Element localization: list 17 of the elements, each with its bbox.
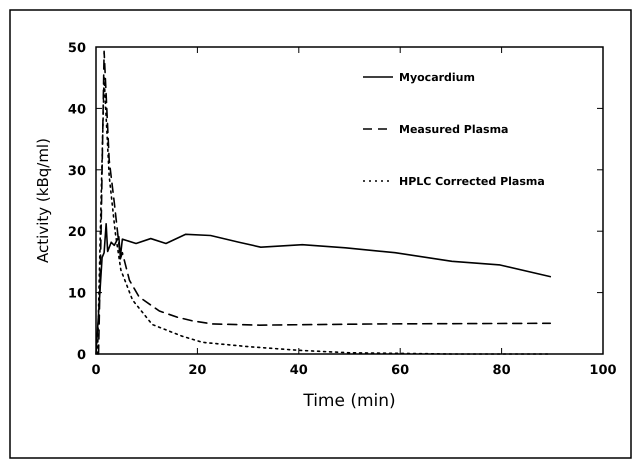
x-tick-label: 100 bbox=[589, 363, 617, 378]
legend-label: HPLC Corrected Plasma bbox=[399, 175, 545, 188]
y-tick-label: 50 bbox=[68, 41, 86, 56]
x-axis-title: Time (min) bbox=[302, 391, 396, 411]
x-tick-label: 0 bbox=[91, 363, 101, 378]
y-tick-label: 0 bbox=[76, 348, 86, 363]
y-tick-label: 10 bbox=[68, 286, 86, 302]
legend-label: Myocardium bbox=[399, 71, 475, 84]
y-tick-label: 40 bbox=[68, 102, 86, 118]
x-tick-label: 40 bbox=[290, 363, 308, 378]
x-tick-label: 60 bbox=[391, 363, 410, 378]
y-tick-label: 20 bbox=[68, 225, 86, 240]
y-axis-title: Activity (kBq/ml) bbox=[34, 138, 52, 263]
x-tick-label: 80 bbox=[492, 363, 511, 378]
y-tick-label: 30 bbox=[68, 164, 86, 179]
x-tick-label: 20 bbox=[188, 363, 206, 378]
legend-label: Measured Plasma bbox=[399, 123, 508, 136]
